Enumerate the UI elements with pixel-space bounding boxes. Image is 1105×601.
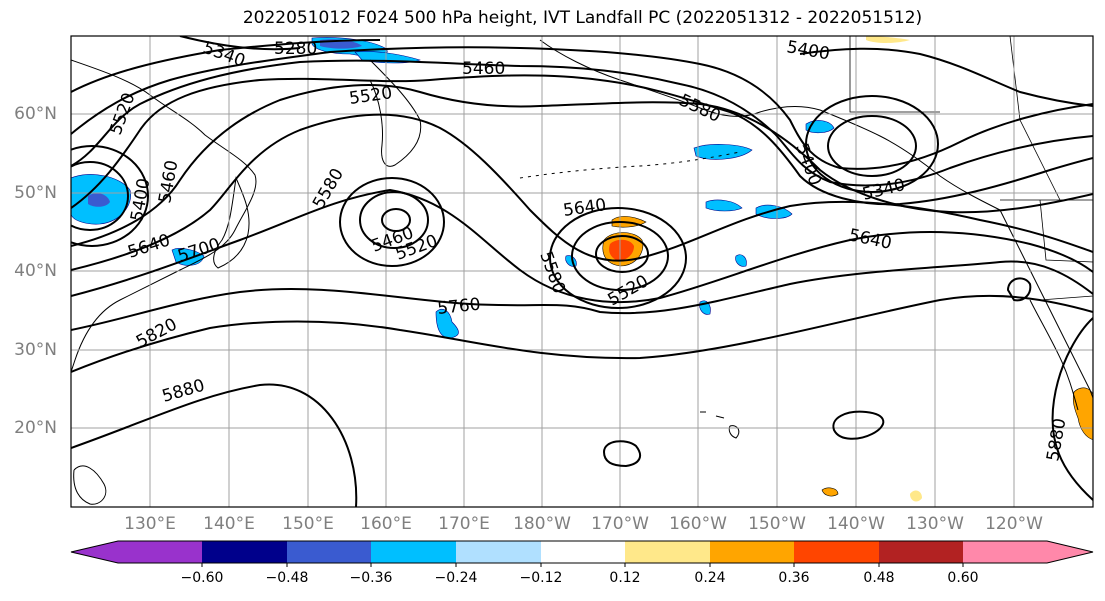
lat-label: 50°N — [14, 183, 57, 203]
colorbar-segment — [710, 541, 794, 563]
colorbar-tick-label: −0.24 — [434, 570, 478, 586]
lat-label: 40°N — [14, 261, 57, 281]
contour-5580 — [71, 84, 1093, 247]
philippines-coast — [73, 465, 107, 505]
lon-label: 150°E — [282, 514, 334, 534]
contour-low-ring — [805, 95, 939, 193]
lon-label: 180°W — [513, 514, 571, 534]
hawaii-islands — [700, 411, 740, 439]
map-frame — [70, 35, 1094, 508]
contour-low-ring — [71, 145, 149, 247]
colorbar-segment — [879, 541, 963, 563]
lon-label: 150°W — [748, 514, 806, 534]
colorbar-segment — [963, 541, 1047, 563]
lat-label: 20°N — [14, 418, 57, 438]
lon-label: 170°E — [438, 514, 490, 534]
lon-label: 140°E — [203, 514, 255, 534]
contour-5280 — [179, 36, 301, 51]
colorbar-tick-label: 0.24 — [694, 570, 726, 586]
colorbar-tick-label: 0.48 — [863, 570, 895, 586]
colorbar-outline — [70, 540, 1094, 564]
colorbar-tick-label: −0.60 — [180, 570, 224, 586]
lon-label: 160°E — [360, 514, 412, 534]
lon-label: 130°E — [124, 514, 176, 534]
contour-low-ring — [339, 177, 445, 267]
contour-5460 — [71, 59, 1093, 187]
alaska-canada-border — [849, 36, 940, 113]
lon-label: 140°W — [827, 514, 885, 534]
map-title: 2022051012 F024 500 hPa height, IVT Land… — [242, 8, 923, 28]
lon-label: 120°W — [985, 514, 1043, 534]
contour-closed-small — [1006, 277, 1032, 302]
contour-low-ring — [571, 221, 669, 291]
contour-low-ring — [381, 208, 411, 232]
colorbar — [70, 540, 1094, 567]
ivt-positive-patch — [821, 487, 839, 497]
colorbar-segment — [287, 541, 371, 563]
aleutian-chain — [519, 151, 741, 179]
lat-label: 30°N — [14, 340, 57, 360]
contour-5880 — [1051, 317, 1093, 501]
colorbar-segment — [541, 541, 625, 563]
contour-low-ring — [359, 191, 429, 249]
ivt-negative-patch — [435, 309, 459, 339]
contour-5520 — [71, 74, 1093, 209]
ivt-positive-patch — [910, 490, 922, 502]
colorbar-extend-left — [71, 541, 118, 563]
lat-label: 60°N — [14, 104, 57, 124]
ivt-positive-patch — [1072, 387, 1093, 440]
lon-label: 130°W — [906, 514, 964, 534]
colorbar-segment — [118, 541, 202, 563]
colorbar-tick-label: −0.36 — [349, 570, 393, 586]
contour-5760 — [71, 260, 1093, 331]
contour-label: 5760 — [436, 295, 481, 319]
contour-closed-small — [602, 440, 642, 468]
colorbar-segment — [371, 541, 456, 563]
colorbar-tick-label: −0.12 — [519, 570, 563, 586]
colorbar-segment — [456, 541, 541, 563]
colorbar-extend-right — [1047, 541, 1093, 563]
ivt-negative-patch — [705, 199, 743, 212]
lon-label: 170°W — [591, 514, 649, 534]
baja-coast — [1029, 299, 1079, 411]
contour-low-ring — [595, 235, 649, 273]
lon-label: 160°W — [669, 514, 727, 534]
contour-5340 — [71, 39, 1093, 107]
colorbar-segment — [794, 541, 879, 563]
contour-low-ring — [827, 115, 917, 177]
height-contours — [71, 36, 1093, 507]
contour-label: 5460 — [462, 59, 505, 79]
contour-5820 — [71, 294, 1093, 373]
colorbar-segment — [625, 541, 710, 563]
ivt-negative-patch — [735, 254, 747, 267]
ivt-positive-core — [609, 239, 634, 261]
contour-low-ring — [71, 161, 129, 231]
contour-closed-small — [832, 410, 885, 440]
colorbar-tick-label: 0.60 — [947, 570, 979, 586]
colorbar-segment — [202, 541, 287, 563]
ivt-positive-patch — [866, 36, 910, 43]
colorbar-tick-label: −0.48 — [265, 570, 309, 586]
colorbar-tick-label: 0.36 — [778, 570, 810, 586]
contour-low-ring — [549, 207, 687, 309]
colorbar-tick-label: 0.12 — [609, 570, 641, 586]
ivt-negative-core — [88, 193, 110, 207]
kamchatka-coast — [369, 59, 422, 167]
contour-5880 — [71, 383, 358, 507]
us-mexico-border — [1039, 295, 1093, 301]
contour-label: 5280 — [274, 39, 317, 59]
contour-5400 — [71, 46, 1093, 170]
